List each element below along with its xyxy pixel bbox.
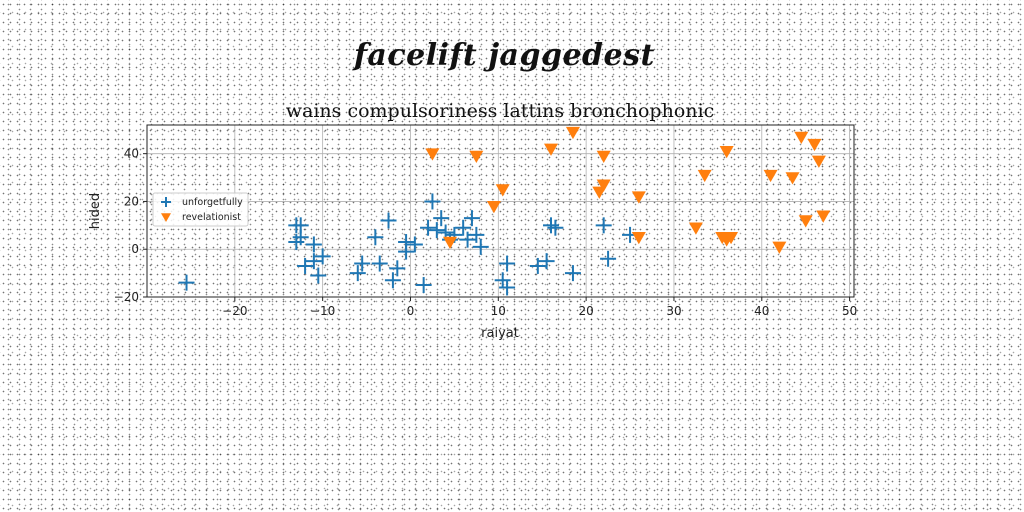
data-point-plus <box>314 248 331 265</box>
x-tick-label: 0 <box>407 304 415 318</box>
data-point-triangle <box>772 241 787 254</box>
legend-marker-plus-icon <box>161 197 171 207</box>
data-point-plus <box>310 267 327 284</box>
legend-label-revelationist: revelationist <box>182 212 241 223</box>
y-tick-label: 40 <box>124 147 139 161</box>
legend: unforgetfully revelationist <box>152 192 249 227</box>
data-point-plus <box>297 257 314 274</box>
data-point-triangle <box>495 184 510 197</box>
data-point-plus <box>468 226 485 243</box>
data-point-plus <box>305 253 322 270</box>
data-point-triangle <box>596 150 611 164</box>
data-point-plus <box>371 255 388 272</box>
y-tick-label: 0 <box>131 242 139 256</box>
data-point-plus <box>459 231 476 248</box>
data-point-triangle <box>565 126 580 140</box>
data-point-plus <box>384 272 401 289</box>
data-point-triangle <box>425 148 440 161</box>
data-point-triangle <box>469 150 484 164</box>
data-point-plus <box>305 236 322 253</box>
data-point-plus <box>595 217 612 234</box>
data-point-triangle <box>486 200 501 214</box>
data-point-plus <box>292 217 309 234</box>
legend-box <box>152 192 249 227</box>
legend-marker-triangle-icon <box>161 213 171 222</box>
data-point-plus <box>288 234 305 251</box>
data-point-triangle <box>631 191 646 204</box>
data-point-plus <box>415 277 432 294</box>
data-point-plus <box>538 253 555 270</box>
data-point-plus <box>463 210 480 227</box>
data-point-triangle <box>596 179 611 192</box>
data-point-plus <box>499 255 516 272</box>
data-point-triangle <box>443 236 457 250</box>
y-tick-label: 20 <box>124 194 139 208</box>
data-point-plus <box>455 219 472 236</box>
data-point-plus <box>406 236 423 253</box>
data-point-plus <box>380 212 397 229</box>
data-point-triangle <box>811 155 826 168</box>
axis-ticks: −20 −10 0 10 20 30 40 50 −20 0 20 40 <box>114 147 858 318</box>
data-point-triangle <box>697 169 712 183</box>
data-point-plus <box>389 260 406 277</box>
data-point-plus <box>472 238 489 255</box>
data-point-plus <box>367 229 384 246</box>
data-point-triangle <box>816 210 831 223</box>
data-point-triangle <box>785 172 800 185</box>
chart-title: wains compulsoriness lattins bronchophon… <box>286 100 714 122</box>
data-point-plus <box>499 279 516 296</box>
data-point-triangle <box>719 146 734 159</box>
x-axis-label: raiyat <box>481 326 519 341</box>
legend-triangle-mark <box>161 213 171 222</box>
legend-plus-mark <box>161 197 171 207</box>
data-point-plus <box>178 274 195 291</box>
x-tick-label: 20 <box>578 304 593 318</box>
data-point-plus <box>547 219 564 236</box>
data-point-plus <box>529 257 546 274</box>
x-tick-label: 10 <box>491 304 506 318</box>
plot-frame <box>146 124 855 298</box>
data-point-plus <box>564 265 581 282</box>
data-points <box>178 126 831 296</box>
y-axis-label: hided <box>88 193 103 229</box>
data-point-plus <box>354 255 371 272</box>
x-tick-label: 40 <box>754 304 769 318</box>
legend-entry-unforgetfully: unforgetfully <box>161 197 243 208</box>
x-tick-label: 30 <box>666 304 681 318</box>
data-point-triangle <box>631 232 646 245</box>
data-point-plus <box>600 250 617 267</box>
data-point-triangle <box>794 131 809 144</box>
data-point-plus <box>398 234 415 251</box>
data-point-plus <box>543 217 559 234</box>
data-point-triangle <box>798 215 813 228</box>
data-point-triangle <box>688 222 703 235</box>
y-tick-label: −20 <box>114 290 139 304</box>
data-point-triangle <box>544 143 558 156</box>
data-point-plus <box>433 210 450 227</box>
data-point-triangle <box>763 169 778 183</box>
legend-entry-revelationist: revelationist <box>161 212 241 223</box>
grid-lines <box>147 125 854 298</box>
data-point-triangle <box>724 232 739 245</box>
data-point-plus <box>420 219 437 236</box>
data-point-triangle <box>807 138 822 152</box>
x-tick-label: −20 <box>222 304 247 318</box>
data-point-plus <box>494 272 511 289</box>
legend-label-unforgetfully: unforgetfully <box>182 197 243 208</box>
data-point-plus <box>424 193 441 210</box>
data-point-plus <box>428 222 445 239</box>
x-tick-label: 50 <box>842 304 857 318</box>
data-point-plus <box>349 265 366 282</box>
x-tick-label: −10 <box>310 304 335 318</box>
